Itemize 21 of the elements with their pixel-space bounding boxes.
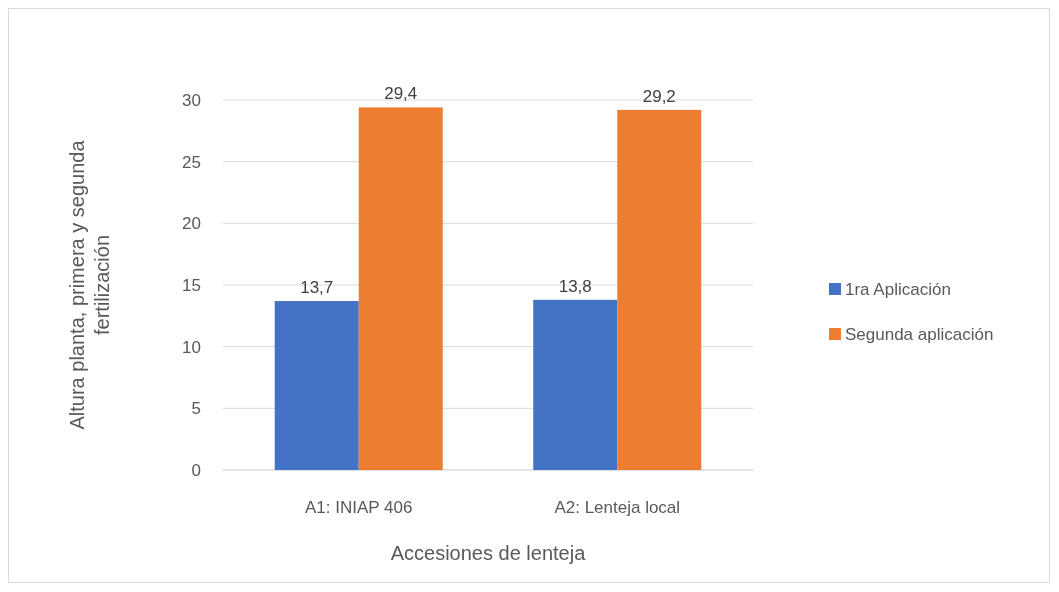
x-axis-title: Accesiones de lenteja bbox=[390, 542, 587, 564]
x-tick-label: A2: Lenteja local bbox=[554, 498, 681, 517]
y-tick-label: 25 bbox=[182, 152, 201, 172]
bar bbox=[617, 109, 702, 470]
y-tick-label: 30 bbox=[182, 90, 201, 110]
y-axis-title: Altura planta, primera y segunda fertilización bbox=[66, 139, 113, 430]
legend-label: Segunda aplicación bbox=[845, 324, 994, 344]
bar bbox=[533, 299, 618, 470]
data-label: 13,7 bbox=[300, 278, 334, 298]
bar bbox=[358, 107, 443, 470]
y-tick-label: 15 bbox=[182, 275, 201, 295]
y-tick-label: 0 bbox=[191, 460, 201, 480]
bar bbox=[274, 301, 359, 470]
data-label: 29,4 bbox=[384, 84, 418, 104]
data-label: 29,2 bbox=[642, 86, 676, 106]
legend-label: 1ra Aplicación bbox=[845, 279, 951, 299]
y-tick-label: 10 bbox=[182, 337, 201, 357]
y-tick-label: 5 bbox=[191, 399, 201, 419]
data-label: 13,8 bbox=[558, 276, 592, 296]
y-tick-label: 20 bbox=[182, 214, 201, 234]
x-tick-label: A1: INIAP 406 bbox=[305, 498, 413, 517]
